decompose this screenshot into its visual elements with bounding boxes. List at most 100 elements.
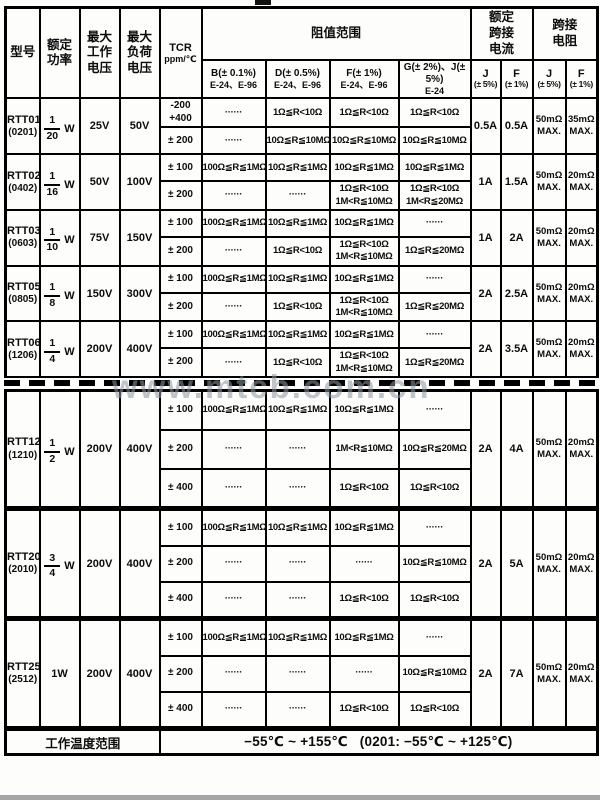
model-cell: RTT03 (0603): [4, 208, 41, 267]
max-working-voltage-cell: 200V: [78, 508, 121, 619]
range-f-cell: 1Ω≦R<10Ω: [328, 580, 400, 619]
range-f-cell: 1Ω≦R<10Ω: [328, 690, 400, 729]
max-working-voltage-cell: 75V: [78, 208, 121, 267]
range-gj-cell: 1Ω≦R≦20MΩ: [397, 291, 472, 323]
range-f-cell: 10Ω≦R≦1MΩ: [328, 618, 400, 657]
col-header-tolerance-gj: G(± 2%)、J(± 5%) E-24: [397, 58, 472, 100]
f-rated-current-cell: 2A: [499, 208, 534, 267]
tcr-cell: ± 100: [158, 320, 203, 350]
range-d-cell: 10Ω≦R≦1MΩ: [264, 208, 331, 238]
col-header-max-working-voltage: 最大 工作 电压: [78, 6, 121, 100]
model-cell: RTT05 (0805): [4, 264, 41, 323]
tcr-cell: ± 400: [158, 690, 203, 729]
package-code: (0402): [8, 182, 38, 194]
max-working-voltage-cell: 50V: [78, 153, 121, 211]
j-rated-current-cell: 2A: [469, 264, 502, 323]
spec-row-rtt03-0: RTT03 (0603) 1 10 W 75V 150V ± 100 100Ω≦R≦1MΩ 10Ω…: [4, 208, 599, 267]
range-b-cell: 100Ω≦R≦1MΩ: [200, 320, 267, 350]
range-d-cell: ······: [264, 428, 331, 470]
operating-temperature-label: 工作温度范围: [4, 728, 161, 756]
max-working-voltage-cell: 200V: [78, 618, 121, 729]
spec-row-rtt02-0: RTT02 (0402) 1 16 W 50V 100V ± 100 100Ω≦R≦1MΩ 10Ω…: [4, 153, 599, 211]
range-gj-cell: ······: [397, 264, 472, 294]
max-load-voltage-cell: 400V: [118, 618, 161, 729]
model-cell: RTT25 (2512): [4, 618, 41, 729]
range-d-cell: ······: [264, 467, 331, 509]
tolerance-gj-series: E-24: [425, 85, 445, 96]
max-load-voltage-cell: 400V: [118, 508, 161, 619]
range-f-cell: 1Ω≦R<10Ω 1M<R≦10MΩ: [328, 291, 400, 323]
col-header-tolerance-f: F(± 1%) E-24、E-96: [328, 58, 400, 100]
range-f-cell: 1M<R≦10MΩ: [328, 428, 400, 470]
range-gj-cell: 1Ω≦R≦20MΩ: [397, 235, 472, 267]
power-fraction: 1 20: [44, 115, 61, 142]
power-fraction: 1 10: [44, 226, 61, 254]
package-code: (0603): [8, 238, 38, 250]
range-d-cell: 1Ω≦R<10Ω: [264, 291, 331, 323]
spec-rows-rtt25: RTT25 (2512) 1W 200V 400V ± 100 100Ω≦R≦1MΩ 10Ω≦…: [4, 618, 599, 729]
range-b-cell: ······: [200, 428, 267, 470]
range-gj-cell: 10Ω≦R≦10MΩ: [397, 654, 472, 693]
range-b-cell: 100Ω≦R≦1MΩ: [200, 153, 267, 183]
j-jumper-resistance-cell: 50mΩ MAX.: [531, 97, 567, 156]
range-f-cell: 1Ω≦R<10Ω 1M<R≦10MΩ: [328, 235, 400, 267]
range-gj-cell: 10Ω≦R≦20MΩ: [397, 428, 472, 470]
tcr-cell: -200 +400: [158, 97, 203, 129]
rated-power-cell: 1W: [38, 618, 81, 729]
f-jumper-resistance-cell: 35mΩ MAX.: [564, 97, 599, 156]
j-jumper-resistance-cell: 50mΩ MAX.: [531, 618, 567, 729]
col-header-rated-power: 额定 功率: [38, 6, 81, 100]
range-f-cell: 1Ω≦R<10Ω: [328, 467, 400, 509]
model-number: RTT25: [7, 660, 40, 673]
current-j-label: J: [482, 68, 489, 81]
header-row-1: 型号 额定 功率 最大 工作 电压 最大 负荷 电压 TCR ppm/℃ 阻值范…: [4, 6, 599, 100]
range-d-cell: 10Ω≦R≦1MΩ: [264, 264, 331, 294]
power-unit: W: [64, 234, 75, 247]
j-rated-current-cell: 0.5A: [469, 97, 502, 156]
spec-row-rtt12-1: ± 200 ······ ······ 1M<R≦10MΩ 10Ω≦R≦20MΩ: [6, 428, 598, 470]
model-cell: RTT01 (0201): [4, 97, 41, 156]
col-header-model: 型号: [4, 6, 41, 100]
range-f-cell: 10Ω≦R≦1MΩ: [328, 153, 400, 183]
f-jumper-resistance-cell: 20mΩ MAX.: [564, 153, 599, 211]
col-header-tolerance-b: B(± 0.1%) E-24、E-96: [200, 58, 267, 100]
package-code: (2512): [8, 674, 38, 686]
power-unit: W: [64, 178, 75, 191]
power-unit: W: [64, 122, 75, 135]
tcr-cell: ± 100: [158, 153, 203, 183]
operating-temperature-value: −55℃ ~ +155℃ (0201: −55℃ ~ +125℃): [158, 728, 599, 756]
power-unit: W: [64, 560, 75, 573]
range-f-cell: 10Ω≦R≦10MΩ: [328, 126, 400, 156]
spec-table-main: 型号 额定 功率 最大 工作 电压 最大 负荷 电压 TCR ppm/℃ 阻值范…: [4, 6, 600, 379]
tcr-unit: ppm/℃: [164, 53, 197, 64]
header-row-2: B(± 0.1%) E-24、E-96 D(± 0.5%) E-24、E-96 …: [6, 58, 599, 100]
range-f-cell: 1Ω≦R<10Ω 1M<R≦10MΩ: [328, 347, 400, 379]
range-gj-cell: 1Ω≦R<10Ω: [397, 97, 472, 129]
range-f-cell: 10Ω≦R≦1MΩ: [328, 389, 400, 431]
range-b-cell: ······: [200, 467, 267, 509]
range-d-cell: 1Ω≦R<10Ω: [264, 347, 331, 379]
max-working-voltage-cell: 200V: [78, 389, 121, 509]
range-d-cell: ······: [264, 580, 331, 619]
model-cell: RTT20 (2010): [4, 508, 41, 619]
model-number: RTT01: [7, 113, 40, 126]
scan-artifact: [255, 0, 271, 5]
tcr-cell: ± 400: [158, 580, 203, 619]
range-f-cell: 1Ω≦R<10Ω 1M<R≦10MΩ: [328, 180, 400, 211]
resistance-j-label: J: [545, 68, 553, 81]
spec-row-rtt20-0: RTT20 (2010) 3 4 W 200V 400V ± 100 100Ω≦R≦1MΩ 10Ω…: [4, 508, 599, 619]
spec-row-rtt20-2: ± 400 ······ ······ 1Ω≦R<10Ω 1Ω≦R<10Ω: [6, 580, 598, 619]
spec-row-rtt12-2: ± 400 ······ ······ 1Ω≦R<10Ω 1Ω≦R<10Ω: [6, 467, 598, 509]
tolerance-d-label: D(± 0.5%): [275, 67, 320, 79]
resistance-f-tol: (± 1%): [569, 79, 593, 90]
range-b-cell: 100Ω≦R≦1MΩ: [200, 389, 267, 431]
model-number: RTT02: [7, 169, 40, 182]
rated-power-cell: 1 16 W: [38, 153, 81, 211]
f-jumper-resistance-cell: 20mΩ MAX.: [564, 618, 599, 729]
operating-temperature-table: 工作温度范围 −55℃ ~ +155℃ (0201: −55℃ ~ +125℃): [4, 728, 600, 757]
model-number: RTT03: [7, 225, 40, 238]
range-d-cell: 1Ω≦R<10Ω: [264, 235, 331, 267]
